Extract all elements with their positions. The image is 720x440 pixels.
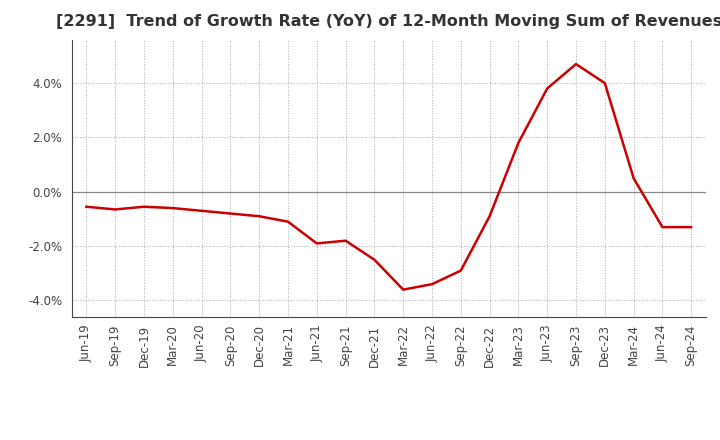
Title: [2291]  Trend of Growth Rate (YoY) of 12-Month Moving Sum of Revenues: [2291] Trend of Growth Rate (YoY) of 12-… [55,14,720,29]
